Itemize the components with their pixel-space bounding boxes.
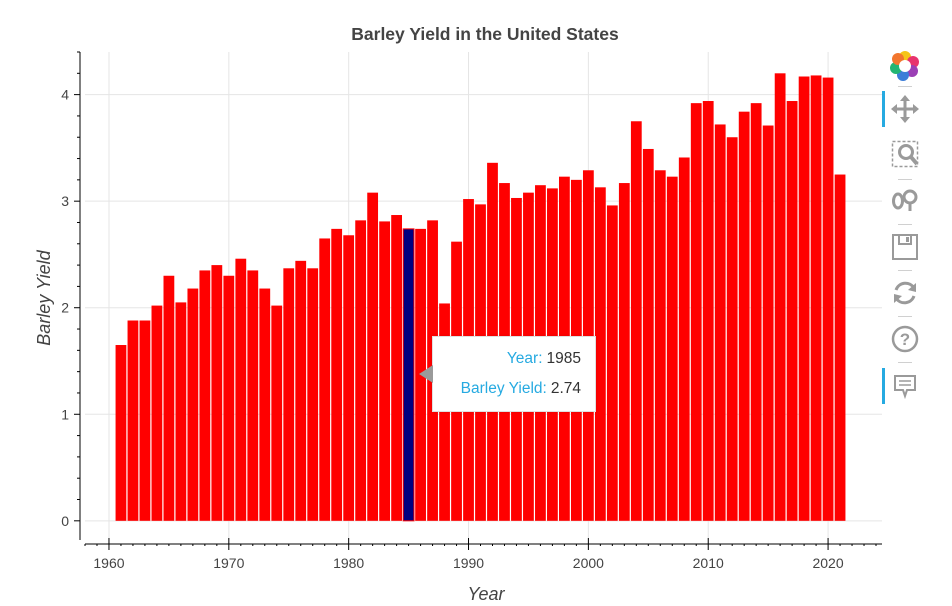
bar-1974[interactable]: [271, 305, 283, 521]
bar-2009[interactable]: [690, 103, 702, 521]
tooltip-yield-value: 2.74: [550, 380, 581, 397]
bar-1975[interactable]: [283, 268, 295, 521]
bar-1988[interactable]: [439, 303, 450, 521]
bar-1969[interactable]: [211, 265, 223, 521]
bokeh-logo-icon[interactable]: [882, 46, 928, 86]
toolbar-separator: [898, 316, 912, 317]
toolbar-separator: [898, 270, 912, 271]
bar-2001[interactable]: [594, 187, 606, 521]
x-tick-label: 2010: [693, 555, 724, 571]
pan-icon[interactable]: [882, 89, 928, 129]
bar-1965[interactable]: [163, 275, 175, 521]
bar-2011[interactable]: [714, 124, 726, 521]
bar-2019[interactable]: [810, 75, 822, 521]
tooltip-year-value: 1985: [546, 350, 581, 367]
bar-2021[interactable]: [834, 174, 846, 521]
bar-1967[interactable]: [187, 288, 199, 521]
svg-text:?: ?: [900, 330, 910, 349]
bar-2005[interactable]: [642, 148, 654, 521]
bar-1964[interactable]: [151, 305, 163, 521]
bar-2013[interactable]: [738, 111, 750, 521]
bar-1979[interactable]: [331, 228, 343, 521]
x-axis-label: Year: [467, 584, 505, 604]
save-icon[interactable]: [882, 227, 928, 267]
bar-2007[interactable]: [666, 176, 678, 521]
y-axis: 0 1 2 3 4: [61, 51, 81, 540]
bar-1972[interactable]: [247, 270, 259, 521]
chart-title: Barley Yield in the United States: [351, 24, 619, 44]
bar-1980[interactable]: [343, 235, 355, 521]
x-tick-label: 1980: [333, 555, 364, 571]
x-axis: 1960 1970 1980 1990 2000 2010 2020: [84, 538, 882, 571]
hover-tooltip: Year: 1985 Barley Yield: 2.74: [419, 336, 596, 412]
bar-1962[interactable]: [127, 320, 139, 521]
bar-2002[interactable]: [606, 205, 618, 521]
toolbar-separator: [898, 86, 912, 87]
tooltip-year-key: Year:: [506, 350, 543, 367]
bar-1984[interactable]: [391, 215, 403, 521]
bar-1978[interactable]: [319, 238, 331, 521]
wheel-zoom-icon[interactable]: [882, 180, 928, 220]
x-tick-label: 2020: [812, 555, 843, 571]
bars[interactable]: [115, 73, 846, 522]
bar-2008[interactable]: [678, 157, 690, 521]
hover-icon[interactable]: [882, 366, 928, 406]
bar-2014[interactable]: [750, 103, 762, 521]
bar-1970[interactable]: [223, 275, 235, 521]
bar-1983[interactable]: [379, 221, 391, 521]
bar-2004[interactable]: [630, 121, 642, 521]
x-tick-label: 1990: [453, 555, 484, 571]
y-tick-label: 1: [61, 406, 69, 422]
tooltip-yield-key: Barley Yield:: [460, 380, 547, 397]
tooltip-arrow: [419, 365, 433, 383]
x-tick-label: 1970: [213, 555, 244, 571]
box-zoom-icon[interactable]: [882, 134, 928, 174]
bar-1961[interactable]: [115, 345, 127, 521]
tooltip-row-yield: Barley Yield: 2.74: [461, 380, 581, 398]
toolbar-separator: [898, 362, 912, 363]
tooltip-row-year: Year: 1985: [507, 350, 581, 368]
chart-toolbar: ?: [882, 44, 928, 414]
y-tick-label: 3: [61, 193, 69, 209]
toolbar-separator: [898, 179, 912, 180]
bar-2015[interactable]: [762, 125, 774, 521]
x-tick-label: 1960: [93, 555, 124, 571]
bar-2012[interactable]: [726, 137, 738, 521]
y-tick-label: 4: [61, 87, 69, 103]
bar-1981[interactable]: [355, 220, 367, 521]
x-tick-label: 2000: [573, 555, 604, 571]
bar-1977[interactable]: [307, 268, 319, 521]
bar-1966[interactable]: [175, 302, 187, 521]
bar-2016[interactable]: [774, 73, 786, 521]
help-icon[interactable]: ?: [882, 319, 928, 359]
bar-2018[interactable]: [798, 76, 810, 521]
reset-icon[interactable]: [882, 273, 928, 313]
bar-2003[interactable]: [618, 183, 630, 521]
y-axis-label: Barley Yield: [34, 249, 54, 345]
bar-1973[interactable]: [259, 288, 271, 521]
bar-1976[interactable]: [295, 260, 307, 521]
bar-2020[interactable]: [822, 77, 834, 521]
y-tick-label: 0: [61, 513, 69, 529]
bar-2017[interactable]: [786, 101, 798, 521]
bar-1968[interactable]: [199, 270, 211, 521]
y-tick-label: 2: [61, 300, 69, 316]
toolbar-separator: [898, 224, 912, 225]
bar-2010[interactable]: [702, 101, 714, 521]
bar-1985[interactable]: [402, 228, 415, 522]
bar-1982[interactable]: [367, 192, 379, 521]
bar-1971[interactable]: [235, 258, 247, 521]
bar-1963[interactable]: [139, 320, 151, 521]
bar-2006[interactable]: [654, 170, 666, 521]
